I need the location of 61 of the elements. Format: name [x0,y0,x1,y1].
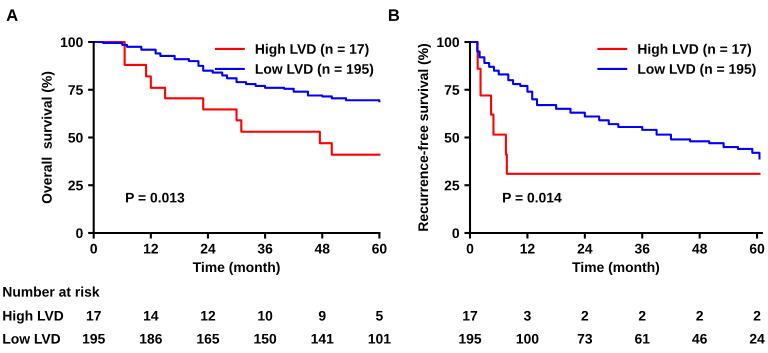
legend-label: High LVD (n = 17) [256,44,369,57]
x-tick-label: 12 [144,244,158,254]
x-tick-label: 60 [372,244,387,254]
x-axis-title: Time (month) [572,262,660,275]
y-tick-label: 100 [60,37,83,48]
legend-label: Low LVD (n = 195) [638,64,756,77]
text: 195 [459,334,482,344]
x-tick-label: 36 [634,244,650,254]
text: 100 [516,334,538,344]
y-tick-label: 25 [68,180,83,190]
text: 2 [754,310,760,321]
text: 12 [201,310,216,321]
y-tick-label: 100 [437,37,460,48]
y-tick-label: 25 [444,180,460,190]
x-tick-label: 36 [258,244,272,254]
text: 2 [638,310,646,321]
x-tick-label: 24 [200,244,216,254]
text: 9 [318,310,326,321]
text: 141 [312,334,334,344]
text: 2 [581,310,588,321]
text: 46 [692,334,707,344]
chart-title: B [388,9,400,21]
text: 101 [368,334,391,344]
text: 3 [524,310,531,321]
x-tick-label: 48 [692,244,707,254]
legend-label: High LVD (n = 17) [638,44,751,57]
x-tick-label: 0 [90,244,97,254]
x-axis-title: Time (month) [192,262,280,275]
y-tick-label: 50 [68,132,83,143]
text: 165 [197,334,220,344]
y-tick-label: 0 [452,228,460,238]
text: 61 [635,334,650,344]
x-tick-label: 60 [750,244,764,254]
x-tick-label: 48 [314,244,330,254]
y-axis-title: Recurrence-free survival (%) [418,44,431,231]
text: 10 [258,310,272,321]
text: 73 [578,334,592,344]
y-tick-label: 0 [76,228,83,238]
x-tick-label: 24 [578,244,592,254]
text: 2 [696,310,703,321]
text: High LVD [3,310,64,324]
text: 186 [140,334,162,344]
text: 150 [254,334,276,344]
text: 17 [463,311,478,321]
y-tick-label: 75 [444,85,460,95]
x-tick-label: 12 [520,244,535,254]
annotation: P = 0.014 [503,192,562,203]
text: 24 [750,334,765,344]
y-tick-label: 75 [68,85,83,95]
y-tick-label: 50 [444,132,460,143]
text: 195 [82,334,105,344]
y-axis-title: Overall survival (%) [42,72,55,204]
annotation: P = 0.013 [126,192,184,203]
x-tick-label: 0 [466,244,474,254]
legend-label: Low LVD (n = 195) [256,64,374,77]
text: 17 [86,311,101,321]
text: 14 [144,311,158,321]
text: Number at risk [3,286,100,297]
text: 5 [376,311,383,321]
text: Low LVD [3,334,60,344]
chart-title: A [6,9,18,21]
